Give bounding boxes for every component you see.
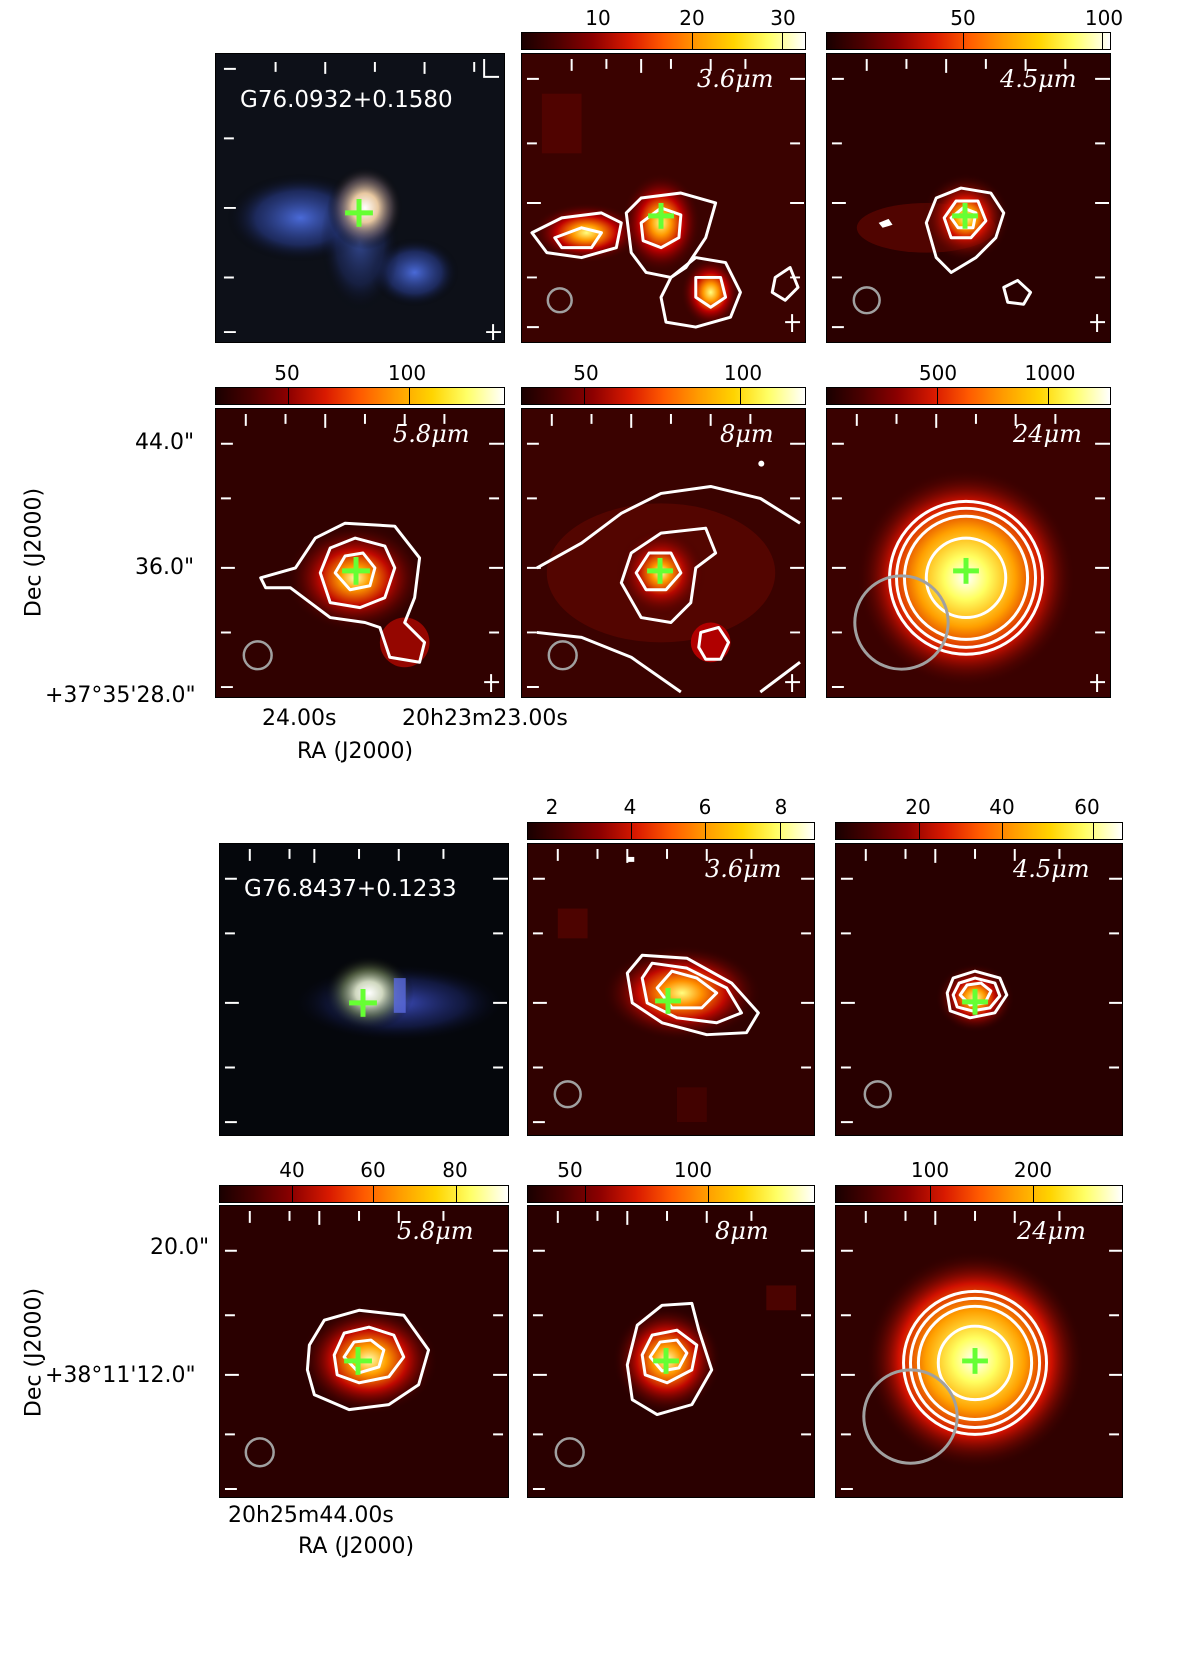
- y-axis-title: Dec (J2000): [21, 487, 47, 618]
- colorbar-g1-24: [826, 387, 1111, 405]
- cbar-label: 20: [679, 6, 705, 30]
- panel-g2-rgb: [219, 843, 509, 1136]
- panel-g1-24: [826, 408, 1111, 698]
- y-axis-title: Dec (J2000): [21, 1287, 47, 1418]
- colorbar-g2-8: [527, 1185, 815, 1203]
- colorbar-g2-3.6: [527, 822, 815, 840]
- source-name: G76.0932+0.1580: [240, 87, 453, 113]
- cbar-label: 100: [910, 1158, 950, 1182]
- cbar-label: 10: [585, 6, 611, 30]
- panel-g1-8: [521, 408, 806, 698]
- ra-tick: 20h25m44.00s: [228, 1503, 394, 1528]
- colorbar-g2-5.8: [219, 1185, 509, 1203]
- colorbar-g1-5.8: [215, 387, 505, 405]
- band-label: 3.6μm: [697, 65, 774, 93]
- band-label: 24μm: [1013, 420, 1082, 448]
- cbar-label: 500: [918, 361, 958, 385]
- band-label: 4.5μm: [1000, 65, 1077, 93]
- band-label: 8μm: [720, 420, 774, 448]
- panel-g1-4.5: [826, 53, 1111, 343]
- panel-g1-3.6: [521, 53, 806, 343]
- cbar-label: 60: [360, 1158, 386, 1182]
- x-axis-title: RA (J2000): [297, 739, 414, 764]
- panel-g2-3.6: [527, 843, 815, 1136]
- cbar-label: 100: [1084, 6, 1124, 30]
- dec-tick: 44.0": [135, 430, 195, 455]
- cbar-label: 6: [698, 795, 712, 819]
- panel-g2-24: [835, 1205, 1123, 1498]
- cbar-label: 100: [673, 1158, 713, 1182]
- cbar-label: 30: [770, 6, 796, 30]
- cbar-label: 8: [774, 795, 788, 819]
- band-label: 5.8μm: [397, 1217, 474, 1245]
- cbar-label: 50: [274, 361, 300, 385]
- panel-g1-rgb: [215, 53, 505, 343]
- cbar-label: 2: [545, 795, 559, 819]
- cbar-label: 4: [623, 795, 637, 819]
- cbar-label: 100: [387, 361, 427, 385]
- ra-tick: 20h23m23.00s: [402, 706, 568, 731]
- band-label: 8μm: [715, 1217, 769, 1245]
- panel-g2-4.5: [835, 843, 1123, 1136]
- x-axis-title: RA (J2000): [298, 1534, 415, 1559]
- colorbar-g2-24: [835, 1185, 1123, 1203]
- colorbar-g1-4.5: [826, 32, 1111, 50]
- source-name: G76.8437+0.1233: [244, 876, 457, 902]
- band-label: 3.6μm: [705, 855, 782, 883]
- cbar-label: 1000: [1024, 361, 1076, 385]
- panel-g1-5.8: [215, 408, 505, 698]
- cbar-label: 40: [279, 1158, 305, 1182]
- panel-g2-5.8: [219, 1205, 509, 1498]
- colorbar-g2-4.5: [835, 822, 1123, 840]
- cbar-label: 40: [989, 795, 1015, 819]
- colorbar-g1-3.6: [521, 32, 806, 50]
- cbar-label: 80: [442, 1158, 468, 1182]
- cbar-label: 200: [1013, 1158, 1053, 1182]
- panel-g2-8: [527, 1205, 815, 1498]
- cbar-label: 50: [950, 6, 976, 30]
- ra-tick: 24.00s: [262, 706, 337, 731]
- band-label: 5.8μm: [393, 420, 470, 448]
- cbar-label: 50: [557, 1158, 583, 1182]
- colorbar-g1-8: [521, 387, 806, 405]
- cbar-label: 20: [905, 795, 931, 819]
- cbar-label: 60: [1074, 795, 1100, 819]
- dec-tick: 20.0": [150, 1235, 210, 1260]
- cbar-label: 50: [573, 361, 599, 385]
- dec-tick: +37°35'28.0": [45, 683, 196, 708]
- band-label: 4.5μm: [1013, 855, 1090, 883]
- dec-tick: 36.0": [135, 555, 195, 580]
- band-label: 24μm: [1017, 1217, 1086, 1245]
- dec-tick: +38°11'12.0": [45, 1363, 196, 1388]
- cbar-label: 100: [723, 361, 763, 385]
